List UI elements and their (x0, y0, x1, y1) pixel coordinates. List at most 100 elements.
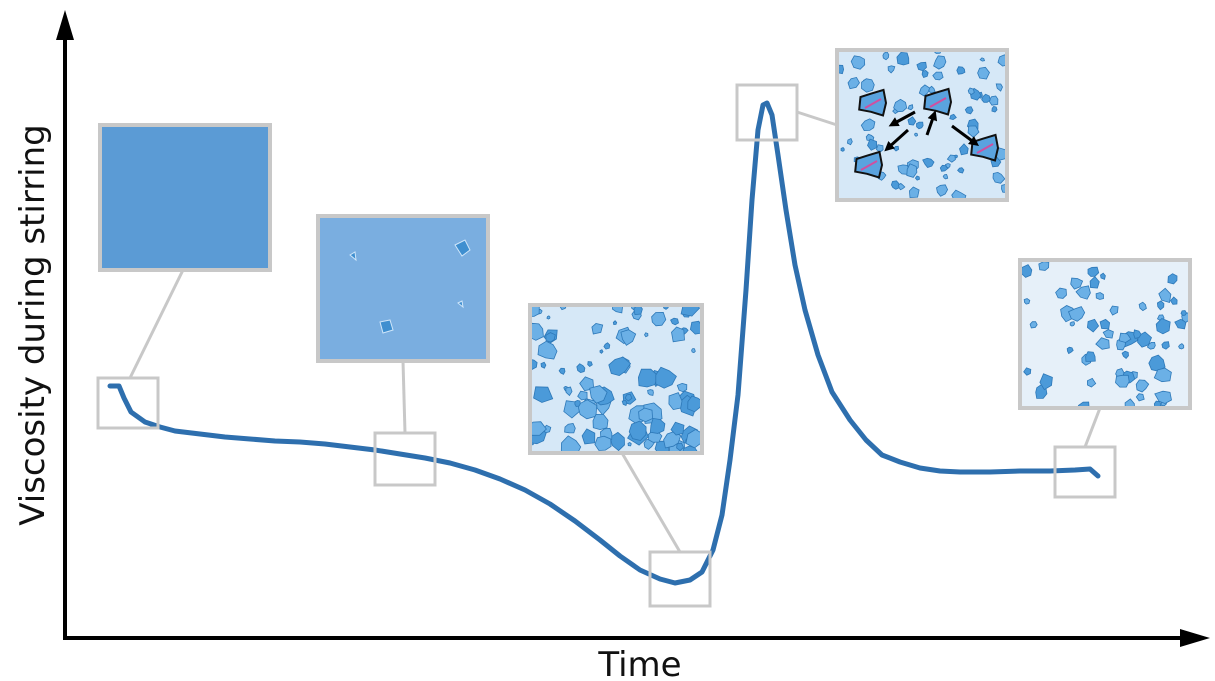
crystal (988, 95, 999, 106)
crystal (860, 118, 876, 132)
crystal (916, 61, 927, 72)
y-axis-label: Viscosity during stirring (13, 124, 53, 526)
crystal (649, 417, 666, 434)
fracture-line (976, 143, 994, 154)
crystal (545, 332, 556, 343)
inset-nucleation (316, 214, 490, 363)
crystal (1023, 367, 1032, 376)
crystal (671, 326, 685, 343)
crystal (1180, 310, 1187, 316)
x-axis-label: Time (597, 645, 681, 681)
crystal (1154, 390, 1172, 404)
crystal (861, 78, 875, 93)
crystal (942, 173, 949, 180)
crystal (1095, 292, 1104, 300)
crystal (840, 147, 845, 152)
fracture-line (864, 98, 882, 109)
crystal (933, 55, 947, 70)
crystal (1155, 318, 1171, 335)
crystal (1161, 341, 1170, 350)
crystal (1086, 377, 1097, 388)
crystal (882, 51, 890, 61)
crystal (670, 421, 685, 436)
crystal (916, 121, 924, 130)
crystal (957, 167, 965, 174)
crystal (949, 113, 957, 121)
crystal (533, 386, 554, 403)
crystal (663, 431, 682, 449)
crystal (638, 407, 654, 423)
crystal (850, 55, 866, 70)
y-axis-arrow (56, 10, 74, 40)
crystal (918, 84, 931, 97)
crystal (1102, 329, 1114, 339)
crystal (995, 83, 1003, 92)
crystal (1038, 261, 1050, 271)
viscosity-curve (107, 100, 1101, 586)
inset-liquid (98, 123, 272, 272)
crystal (589, 385, 608, 404)
crystal (633, 305, 643, 316)
crystal (581, 428, 596, 445)
fracture-line (860, 160, 878, 171)
crystal (875, 144, 884, 153)
crystal (1158, 287, 1172, 304)
crystal (1070, 277, 1084, 290)
crystal (1109, 305, 1119, 316)
crystal (587, 361, 593, 368)
crystals-final (1020, 261, 1190, 408)
crystal (1153, 367, 1172, 383)
crystal (1174, 318, 1187, 330)
crystal (558, 367, 566, 375)
crystal (936, 184, 949, 197)
nuclei (349, 239, 471, 334)
crystal (1133, 329, 1142, 339)
crystal (896, 51, 910, 66)
crystal (1148, 354, 1166, 372)
crystal (530, 305, 540, 317)
crystal (1115, 374, 1130, 388)
crystal (928, 85, 936, 94)
crystal (655, 366, 677, 389)
crystal (967, 87, 975, 95)
crystal (565, 386, 573, 397)
crystal (981, 93, 991, 103)
crystal (1085, 351, 1096, 362)
crystal (612, 320, 618, 326)
crystal (1178, 343, 1185, 350)
crystal (624, 393, 633, 402)
crystal (608, 356, 632, 377)
crystal (670, 317, 679, 326)
crystal (939, 164, 949, 172)
crystal (574, 399, 581, 408)
crystal (628, 420, 647, 441)
crystal (676, 382, 688, 393)
crystal (594, 435, 612, 451)
crystal (1066, 346, 1074, 355)
crystal (914, 175, 920, 181)
inset-final-frame (1018, 258, 1192, 410)
crystal (1121, 350, 1129, 359)
crystal (921, 69, 929, 79)
crystal (951, 189, 967, 200)
crystal (967, 125, 980, 138)
crystal (540, 361, 547, 369)
crystal (977, 66, 990, 80)
crystal (621, 399, 628, 407)
crystal (1156, 300, 1165, 311)
crystal (537, 340, 558, 360)
inset-breakage-frame (835, 48, 1009, 202)
crystal (992, 171, 1006, 184)
crystal (932, 71, 944, 81)
crystal (846, 137, 853, 146)
crystal (922, 157, 935, 168)
crystal (564, 423, 576, 434)
crystal (577, 390, 588, 401)
crystal (1124, 398, 1135, 408)
crystal (887, 65, 896, 74)
crystal (1146, 341, 1156, 350)
crystal (620, 329, 637, 346)
crystal (898, 182, 906, 191)
crystal (906, 163, 918, 178)
